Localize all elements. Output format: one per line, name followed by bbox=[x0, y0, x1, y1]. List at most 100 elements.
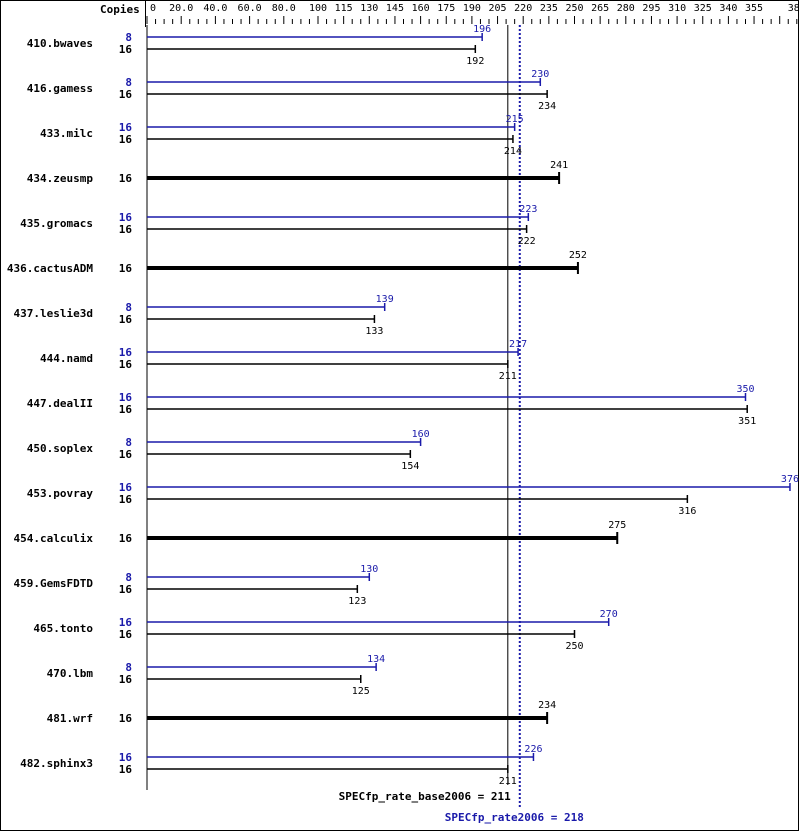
x-tick-label: 220 bbox=[514, 3, 532, 14]
benchmark-name: 436.cactusADM bbox=[7, 262, 93, 275]
base-copies: 16 bbox=[119, 88, 133, 101]
x-tick-label: 250 bbox=[565, 3, 583, 14]
base-value-label: 241 bbox=[550, 160, 568, 171]
x-tick-label: 280 bbox=[617, 3, 635, 14]
peak-value-label: 223 bbox=[519, 204, 537, 215]
peak-value-label: 226 bbox=[524, 744, 542, 755]
x-tick-label: 20.0 bbox=[169, 3, 193, 14]
base-value-label: 133 bbox=[365, 326, 383, 337]
benchmark-name: 470.lbm bbox=[47, 667, 94, 680]
base-copies: 16 bbox=[119, 403, 133, 416]
base-copies: 16 bbox=[119, 223, 133, 236]
x-tick-label: 205 bbox=[489, 3, 507, 14]
peak-value-label: 376 bbox=[781, 474, 799, 485]
peak-copies: 16 bbox=[119, 346, 133, 359]
base-value-label: 234 bbox=[538, 700, 556, 711]
x-tick-label: 340 bbox=[719, 3, 737, 14]
peak-copies: 16 bbox=[119, 211, 133, 224]
base-value-label: 154 bbox=[401, 461, 419, 472]
peak-value-label: 230 bbox=[531, 69, 549, 80]
peak-copies: 16 bbox=[119, 391, 133, 404]
base-value-label: 192 bbox=[466, 56, 484, 67]
benchmark-name: 433.milc bbox=[40, 127, 93, 140]
peak-copies: 8 bbox=[125, 661, 132, 674]
benchmark-name: 459.GemsFDTD bbox=[14, 577, 94, 590]
benchmark-name: 481.wrf bbox=[47, 712, 93, 725]
base-copies: 16 bbox=[119, 493, 133, 506]
peak-value-label: 130 bbox=[360, 564, 378, 575]
x-tick-label: 310 bbox=[668, 3, 686, 14]
base-copies: 16 bbox=[119, 43, 133, 56]
base-value-label: 214 bbox=[504, 146, 522, 157]
x-tick-label: 175 bbox=[437, 3, 455, 14]
base-copies: 16 bbox=[119, 448, 133, 461]
x-tick-label: 130 bbox=[360, 3, 378, 14]
base-value-label: 125 bbox=[352, 686, 370, 697]
x-tick-label: 190 bbox=[463, 3, 481, 14]
benchmark-name: 437.leslie3d bbox=[14, 307, 93, 320]
x-tick-label: 325 bbox=[694, 3, 712, 14]
benchmark-name: 454.calculix bbox=[14, 532, 94, 545]
base-value-label: 250 bbox=[565, 641, 583, 652]
x-tick-label: 160 bbox=[412, 3, 430, 14]
x-tick-label: 265 bbox=[591, 3, 609, 14]
peak-value-label: 270 bbox=[600, 609, 618, 620]
peak-copies: 8 bbox=[125, 31, 132, 44]
benchmark-name: 416.gamess bbox=[27, 82, 93, 95]
x-tick-label: 380 bbox=[788, 3, 799, 14]
base-value-label: 222 bbox=[518, 236, 536, 247]
base-copies: 16 bbox=[119, 673, 133, 686]
base-value-label: 252 bbox=[569, 250, 587, 261]
base-copies: 16 bbox=[119, 763, 133, 776]
copies-header: Copies bbox=[100, 3, 140, 16]
benchmark-name: 450.soplex bbox=[27, 442, 94, 455]
base-value-label: 275 bbox=[608, 520, 626, 531]
base-copies: 16 bbox=[119, 628, 133, 641]
base-copies: 16 bbox=[119, 313, 133, 326]
x-tick-label: 295 bbox=[642, 3, 660, 14]
base-copies: 16 bbox=[119, 133, 133, 146]
base-value-label: 316 bbox=[678, 506, 696, 517]
base-value-label: 351 bbox=[738, 416, 756, 427]
peak-copies: 8 bbox=[125, 301, 132, 314]
peak-copies: 16 bbox=[119, 121, 133, 134]
peak-value-label: 139 bbox=[376, 294, 394, 305]
peak-copies: 8 bbox=[125, 76, 132, 89]
x-tick-label: 355 bbox=[745, 3, 763, 14]
x-tick-label: 145 bbox=[386, 3, 404, 14]
x-tick-label: 235 bbox=[540, 3, 558, 14]
peak-value-label: 217 bbox=[509, 339, 527, 350]
benchmark-name: 482.sphinx3 bbox=[20, 757, 93, 770]
base-copies: 16 bbox=[119, 712, 133, 725]
base-value-label: 211 bbox=[499, 776, 517, 787]
x-tick-label: 115 bbox=[335, 3, 353, 14]
base-copies: 16 bbox=[119, 358, 133, 371]
x-tick-label: 60.0 bbox=[238, 3, 262, 14]
peak-summary-label: SPECfp_rate2006 = 218 bbox=[445, 811, 584, 824]
peak-value-label: 160 bbox=[412, 429, 430, 440]
benchmark-name: 410.bwaves bbox=[27, 37, 93, 50]
x-tick-label: 100 bbox=[309, 3, 327, 14]
benchmark-name: 453.povray bbox=[27, 487, 94, 500]
x-tick-label: 0 bbox=[150, 3, 156, 14]
peak-value-label: 134 bbox=[367, 654, 385, 665]
peak-copies: 8 bbox=[125, 571, 132, 584]
benchmark-name: 465.tonto bbox=[33, 622, 93, 635]
peak-value-label: 196 bbox=[473, 24, 491, 35]
base-copies: 16 bbox=[119, 262, 133, 275]
peak-copies: 8 bbox=[125, 436, 132, 449]
peak-copies: 16 bbox=[119, 751, 133, 764]
base-copies: 16 bbox=[119, 172, 133, 185]
base-copies: 16 bbox=[119, 532, 133, 545]
peak-copies: 16 bbox=[119, 616, 133, 629]
base-value-label: 123 bbox=[348, 596, 366, 607]
benchmark-name: 435.gromacs bbox=[20, 217, 93, 230]
base-value-label: 211 bbox=[499, 371, 517, 382]
x-tick-label: 80.0 bbox=[272, 3, 296, 14]
base-value-label: 234 bbox=[538, 101, 556, 112]
benchmark-name: 444.namd bbox=[40, 352, 93, 365]
peak-copies: 16 bbox=[119, 481, 133, 494]
benchmark-name: 447.dealII bbox=[27, 397, 93, 410]
peak-value-label: 215 bbox=[506, 114, 524, 125]
